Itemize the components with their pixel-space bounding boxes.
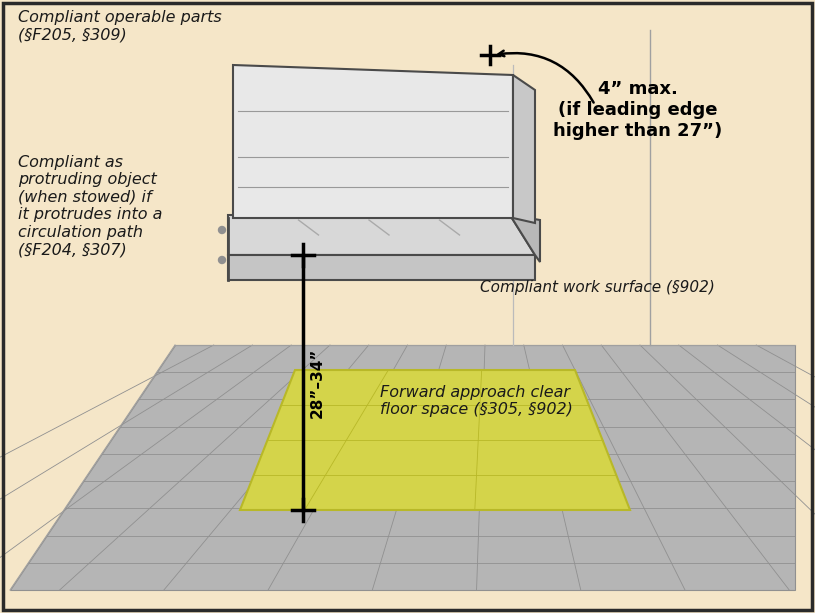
Polygon shape xyxy=(10,345,795,590)
Text: Compliant operable parts
(§F205, §309): Compliant operable parts (§F205, §309) xyxy=(18,10,222,42)
Text: Forward approach clear
floor space (§305, §902): Forward approach clear floor space (§305… xyxy=(380,385,573,417)
Polygon shape xyxy=(233,65,513,218)
Polygon shape xyxy=(513,75,535,223)
Polygon shape xyxy=(228,215,535,255)
Polygon shape xyxy=(510,215,540,262)
Text: Compliant work surface (§902): Compliant work surface (§902) xyxy=(480,280,715,295)
Circle shape xyxy=(218,226,226,234)
Text: Compliant as
protruding object
(when stowed) if
it protrudes into a
circulation : Compliant as protruding object (when sto… xyxy=(18,155,162,257)
Polygon shape xyxy=(240,370,630,510)
Circle shape xyxy=(218,256,226,264)
Polygon shape xyxy=(228,255,535,280)
Text: 4” max.
(if leading edge
higher than 27”): 4” max. (if leading edge higher than 27”… xyxy=(553,80,723,140)
Text: 28”–34”: 28”–34” xyxy=(310,348,324,417)
